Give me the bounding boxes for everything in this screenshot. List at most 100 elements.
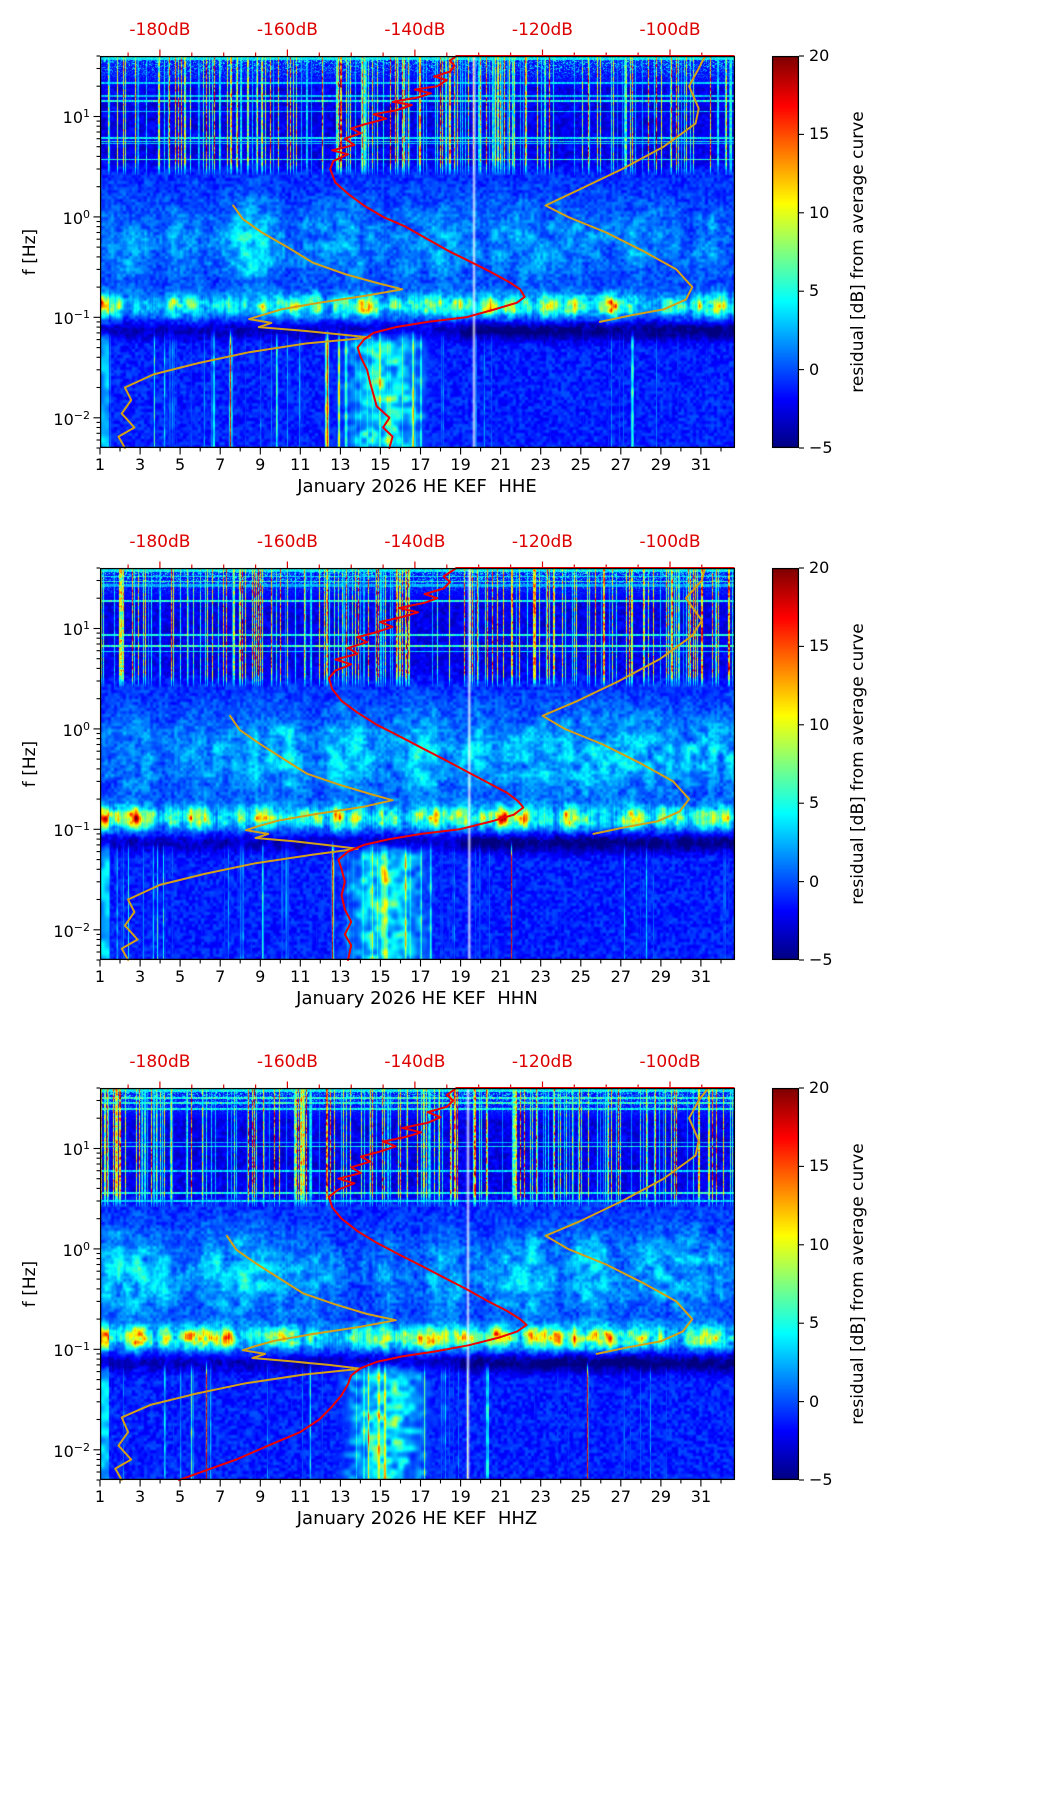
colorbar-tick-label: 15	[809, 1156, 830, 1176]
top-axis-db-label: -160dB	[256, 20, 318, 40]
x-tick-label: 25	[570, 455, 591, 474]
plot-area	[93, 49, 736, 455]
y-tick-label: 10−2	[53, 1440, 90, 1461]
colorbar-gradient	[772, 568, 799, 960]
colorbar-gradient	[772, 1088, 799, 1480]
x-tick-label: 11	[290, 1487, 311, 1506]
spectrogram-image	[100, 56, 735, 448]
top-axis-db-label: -120dB	[511, 532, 573, 552]
y-axis-label: f [Hz]	[20, 740, 40, 788]
x-tick-label: 15	[370, 1487, 391, 1506]
colorbar-tick-label: 20	[809, 558, 830, 577]
top-axis-db-label: -100dB	[639, 1052, 701, 1072]
colorbar	[771, 55, 804, 449]
y-tick-label: 10−1	[53, 820, 90, 841]
plot-area	[93, 561, 736, 967]
colorbar-label: residual [dB] from average curve	[848, 111, 868, 393]
y-axis-label: f [Hz]	[20, 1260, 40, 1308]
colorbar-tick-label: 15	[809, 124, 830, 144]
x-tick-label: 13	[330, 967, 351, 986]
colorbar-tick-label: 20	[809, 46, 830, 65]
x-tick-label: 5	[175, 967, 186, 986]
x-tick-label: 29	[650, 967, 672, 986]
x-tick-label: 23	[530, 455, 551, 474]
top-axis-db-label: -120dB	[511, 1052, 573, 1072]
panel-title: January 2026 HE KEF HHN	[296, 988, 538, 1009]
panel-title: January 2026 HE KEF HHZ	[296, 1508, 538, 1529]
colorbar-tick-label: 0	[809, 359, 820, 379]
y-tick-label: 10−2	[53, 408, 90, 429]
x-tick-label: 29	[650, 455, 672, 474]
axes-overlay	[93, 1081, 736, 1487]
x-tick-label: 11	[290, 967, 311, 986]
colorbar-gradient	[772, 56, 799, 448]
x-tick-label: 13	[330, 455, 351, 474]
x-tick-label: 3	[134, 967, 146, 986]
x-tick-label: 1	[94, 1487, 106, 1506]
x-tick-label: 9	[255, 1487, 266, 1506]
x-tick-label: 29	[650, 1487, 672, 1506]
top-axis-db-label: -160dB	[256, 532, 318, 552]
colorbar-tick-label: 0	[809, 1391, 820, 1411]
colorbar-frame	[771, 567, 804, 961]
top-axis-db-label: -180dB	[129, 532, 191, 552]
x-tick-label: 7	[215, 455, 226, 474]
colorbar-tick-label: 15	[809, 636, 830, 656]
x-tick-label: 11	[290, 455, 311, 474]
x-tick-label: 15	[370, 455, 391, 474]
colorbar-tick-label: 0	[809, 871, 820, 891]
x-tick-label: 3	[134, 1487, 146, 1506]
x-tick-label: 19	[450, 455, 471, 474]
x-tick-label: 19	[450, 967, 471, 986]
top-axis-db-label: -140dB	[384, 1052, 446, 1072]
colorbar-label: residual [dB] from average curve	[848, 1143, 868, 1425]
x-tick-label: 17	[410, 1487, 431, 1506]
top-axis-db-label: -100dB	[639, 20, 701, 40]
y-tick-label: 10−2	[53, 920, 90, 941]
top-axis-db-label: -140dB	[384, 532, 446, 552]
panel-title: January 2026 HE KEF HHE	[297, 476, 537, 497]
x-tick-label: 15	[370, 967, 391, 986]
colorbar	[771, 1087, 804, 1481]
spectrogram-image	[100, 568, 735, 960]
x-tick-label: 13	[330, 1487, 351, 1506]
y-tick-label: 101	[62, 107, 90, 128]
y-tick-label: 100	[62, 207, 90, 229]
x-tick-label: 27	[610, 455, 631, 474]
colorbar-tick-label: 10	[809, 1234, 830, 1254]
x-tick-label: 25	[570, 967, 591, 986]
colorbar-tick-label: −5	[809, 438, 833, 457]
axes-overlay	[93, 49, 736, 455]
plot-area	[93, 1081, 736, 1487]
spectrogram-panel: f [Hz] January 2026 HE KEF HHN residual …	[0, 532, 1052, 1009]
colorbar-tick-label: 20	[809, 1078, 830, 1097]
colorbar-label: residual [dB] from average curve	[848, 623, 868, 905]
colorbar-tick-label: 10	[809, 714, 830, 734]
colorbar-frame	[771, 55, 804, 449]
colorbar-tick-label: −5	[809, 950, 833, 969]
x-tick-label: 31	[690, 455, 712, 474]
x-tick-label: 9	[255, 967, 266, 986]
x-tick-label: 25	[570, 1487, 591, 1506]
x-tick-label: 21	[490, 455, 511, 474]
colorbar	[771, 567, 804, 961]
top-axis-db-label: -120dB	[511, 20, 573, 40]
x-tick-label: 7	[215, 967, 226, 986]
colorbar-tick-label: 5	[809, 1313, 820, 1333]
x-tick-label: 17	[410, 967, 431, 986]
x-tick-label: 21	[490, 1487, 511, 1506]
y-tick-label: 101	[62, 1139, 90, 1160]
colorbar-tick-label: 5	[809, 793, 820, 813]
y-tick-label: 100	[62, 1239, 90, 1261]
x-tick-label: 3	[134, 455, 146, 474]
y-axis-label: f [Hz]	[20, 228, 40, 276]
top-axis-db-label: -180dB	[129, 20, 191, 40]
x-tick-label: 21	[490, 967, 511, 986]
x-tick-label: 7	[215, 1487, 226, 1506]
x-tick-label: 27	[610, 967, 631, 986]
x-tick-label: 31	[690, 1487, 712, 1506]
x-tick-label: 5	[175, 455, 186, 474]
x-tick-label: 5	[175, 1487, 186, 1506]
x-tick-label: 23	[530, 967, 551, 986]
top-axis-db-label: -100dB	[639, 532, 701, 552]
